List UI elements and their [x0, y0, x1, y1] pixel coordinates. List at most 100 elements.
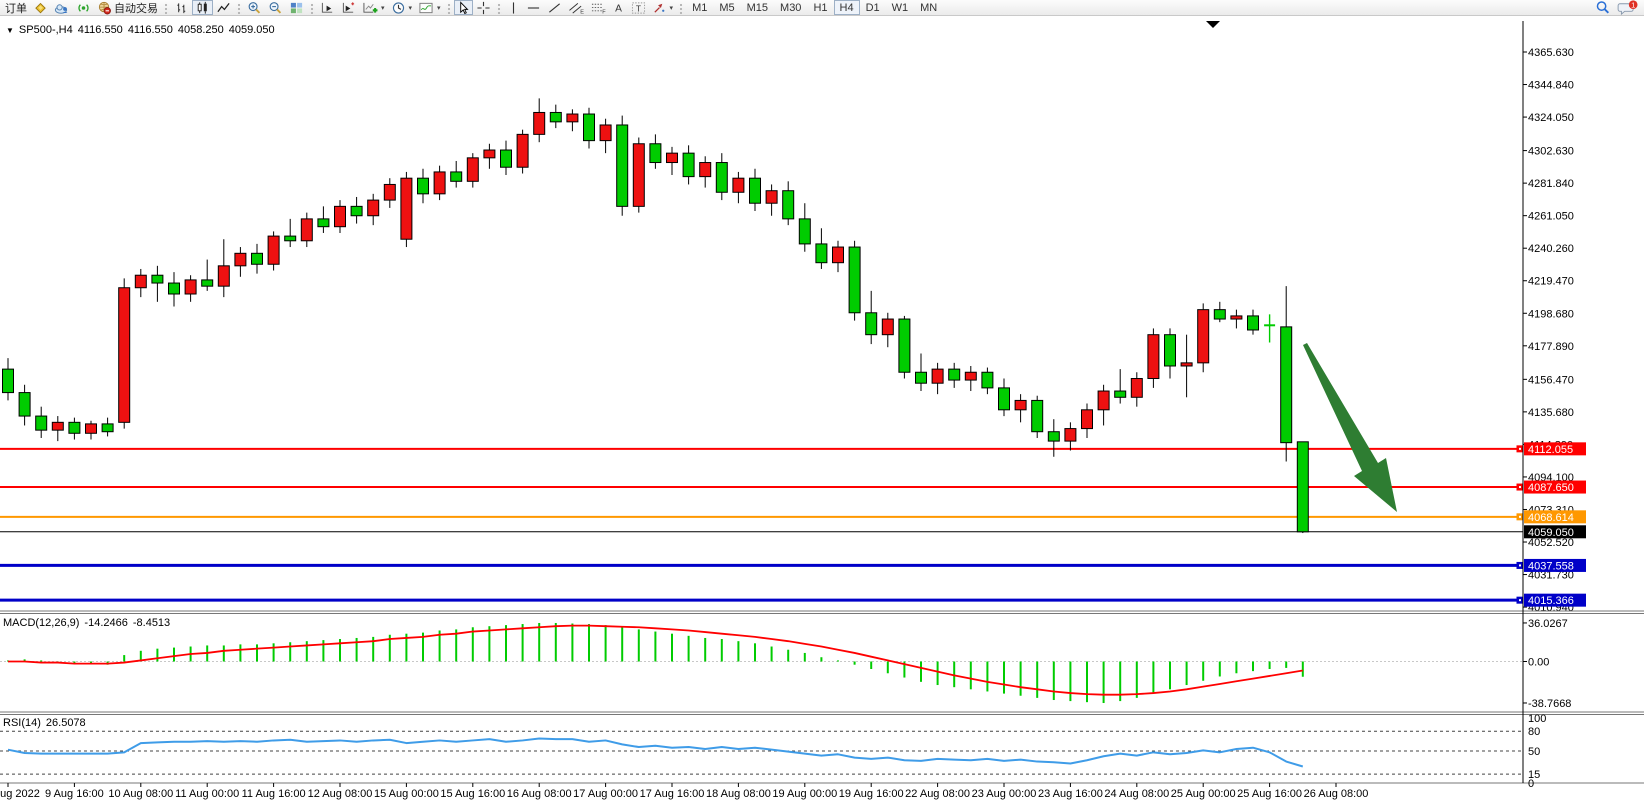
svg-text:24 Aug 08:00: 24 Aug 08:00 — [1104, 788, 1169, 800]
trendline-tool[interactable] — [544, 0, 565, 15]
svg-text:36.0267: 36.0267 — [1528, 618, 1568, 630]
cursor-tool-button[interactable] — [453, 0, 473, 15]
timeframe-button-m5[interactable]: M5 — [719, 1, 735, 14]
chart-shift-button[interactable] — [338, 0, 359, 15]
timeframe-button-h4[interactable]: H4 — [833, 0, 860, 15]
periods-button[interactable]: ▾ — [388, 0, 416, 15]
svg-text:4344.840: 4344.840 — [1528, 80, 1574, 92]
timeframe-button-d1[interactable]: D1 — [865, 1, 880, 14]
chart-window[interactable]: 4365.630 4344.840 4324.050 4302.630 4281.840… — [0, 16, 1644, 808]
clock-icon — [391, 1, 406, 15]
svg-text:4177.890: 4177.890 — [1528, 341, 1574, 353]
account-button[interactable] — [51, 0, 73, 15]
svg-text:9 Aug 2022: 9 Aug 2022 — [0, 788, 40, 800]
timeframe-button-m15[interactable]: M15 — [746, 1, 769, 14]
chart-menu-icon[interactable]: ▼ — [6, 25, 14, 35]
toolbar-grip — [678, 1, 685, 14]
rsi-line — [7, 737, 1304, 768]
chart-symbol: SP500-,H4 — [18, 24, 73, 36]
svg-text:4156.470: 4156.470 — [1528, 374, 1574, 386]
notifications-button[interactable]: 1 — [1614, 0, 1642, 15]
toolbar-grip — [236, 1, 242, 14]
equidistant-channel-tool[interactable]: E — [565, 0, 587, 15]
price-axis: 4365.630 4344.840 4324.050 4302.630 4281.840… — [1523, 47, 1574, 614]
svg-text:4302.630: 4302.630 — [1528, 146, 1574, 158]
horizontal-line-tool[interactable] — [523, 0, 544, 15]
arrows-tool[interactable]: ▾ — [649, 0, 677, 15]
svg-text:0: 0 — [1528, 778, 1534, 790]
svg-text:10 Aug 08:00: 10 Aug 08:00 — [108, 788, 173, 800]
horizontal-line-icon — [526, 1, 541, 15]
vertical-line-tool[interactable] — [504, 0, 523, 15]
new-order-label: 订单 — [5, 2, 27, 15]
candlestick-chart-button[interactable] — [192, 0, 213, 15]
svg-text:T: T — [635, 3, 640, 13]
notification-badge: 1 — [1631, 0, 1635, 9]
candlestick-chart-icon — [195, 1, 210, 15]
fibonacci-icon: F — [590, 1, 606, 15]
svg-text:26 Aug 08:00: 26 Aug 08:00 — [1304, 788, 1369, 800]
svg-text:100: 100 — [1528, 713, 1546, 725]
zoom-out-button[interactable] — [265, 0, 286, 15]
add-indicator-icon — [362, 1, 378, 15]
svg-text:E: E — [580, 9, 584, 14]
svg-text:9 Aug 16:00: 9 Aug 16:00 — [45, 788, 104, 800]
annotations-layer — [1206, 21, 1397, 512]
macd-name: MACD(12,26,9) — [3, 617, 80, 629]
fibonacci-tool[interactable]: F — [587, 0, 609, 15]
cursor-icon — [457, 0, 470, 15]
macd-pane: 36.0267 0.00 -38.7668 — [0, 618, 1571, 710]
svg-text:4031.730: 4031.730 — [1528, 570, 1574, 582]
templates-button[interactable]: ▾ — [415, 0, 444, 15]
timeframe-button-mn[interactable]: MN — [920, 1, 938, 14]
svg-text:4281.840: 4281.840 — [1528, 178, 1574, 190]
arrows-caret: ▾ — [669, 4, 674, 12]
text-tool[interactable]: A — [609, 0, 628, 15]
toolbar-grip — [495, 1, 502, 14]
tile-windows-icon — [289, 1, 304, 15]
indicators-button[interactable]: ▾ — [359, 0, 388, 15]
deposit-button[interactable] — [30, 0, 51, 15]
zoom-in-button[interactable] — [244, 0, 265, 15]
auto-scroll-button[interactable] — [317, 0, 338, 15]
bar-chart-icon — [174, 1, 189, 15]
vertical-line-icon — [507, 1, 520, 15]
toolbar-grip — [309, 1, 315, 14]
chart-shift-marker — [1206, 21, 1220, 28]
timeframe-button-m1[interactable]: M1 — [692, 1, 708, 14]
signals-button[interactable] — [73, 0, 94, 15]
macd-signal-value: -8.4513 — [132, 617, 171, 629]
timeframe-button-m30[interactable]: M30 — [780, 1, 802, 14]
timeframe-group: M1 M5 M15 M30 H1 H4 D1 W1 MN — [686, 0, 943, 15]
tile-windows-button[interactable] — [286, 0, 307, 15]
autotrade-button[interactable]: 自动交易 — [94, 0, 161, 15]
new-order-button[interactable]: 订单 — [2, 0, 30, 15]
toolbar-grip — [445, 1, 452, 14]
svg-text:15 Aug 16:00: 15 Aug 16:00 — [440, 788, 505, 800]
chat-icon: 1 — [1617, 0, 1639, 16]
line-chart-button[interactable] — [213, 0, 234, 15]
text-label-icon: T — [631, 1, 646, 15]
timeframe-button-h1[interactable]: H1 — [813, 1, 828, 14]
text-label-tool[interactable]: T — [628, 0, 649, 15]
svg-text:25 Aug 16:00: 25 Aug 16:00 — [1237, 788, 1302, 800]
svg-text:11 Aug 16:00: 11 Aug 16:00 — [242, 788, 306, 800]
price-chart-canvas[interactable]: 4365.630 4344.840 4324.050 4302.630 4281.840… — [0, 16, 1644, 808]
search-button[interactable] — [1592, 0, 1614, 15]
bar-chart-button[interactable] — [171, 0, 192, 15]
chart-open: 4116.550 — [77, 24, 123, 36]
chart-high: 4116.550 — [127, 24, 173, 36]
chart-close: 4059.050 — [228, 24, 275, 36]
zoom-out-icon — [268, 1, 283, 15]
svg-text:4052.520: 4052.520 — [1528, 537, 1574, 549]
macd-signal-line — [8, 624, 1303, 696]
svg-text:18 Aug 08:00: 18 Aug 08:00 — [706, 788, 771, 800]
crosshair-tool-button[interactable] — [473, 0, 494, 15]
svg-text:17 Aug 16:00: 17 Aug 16:00 — [640, 788, 705, 800]
gold-icon — [33, 1, 48, 15]
svg-text:23 Aug 16:00: 23 Aug 16:00 — [1038, 788, 1103, 800]
svg-text:4198.680: 4198.680 — [1528, 308, 1574, 320]
timeframe-button-w1[interactable]: W1 — [891, 1, 909, 14]
svg-text:80: 80 — [1528, 726, 1540, 738]
